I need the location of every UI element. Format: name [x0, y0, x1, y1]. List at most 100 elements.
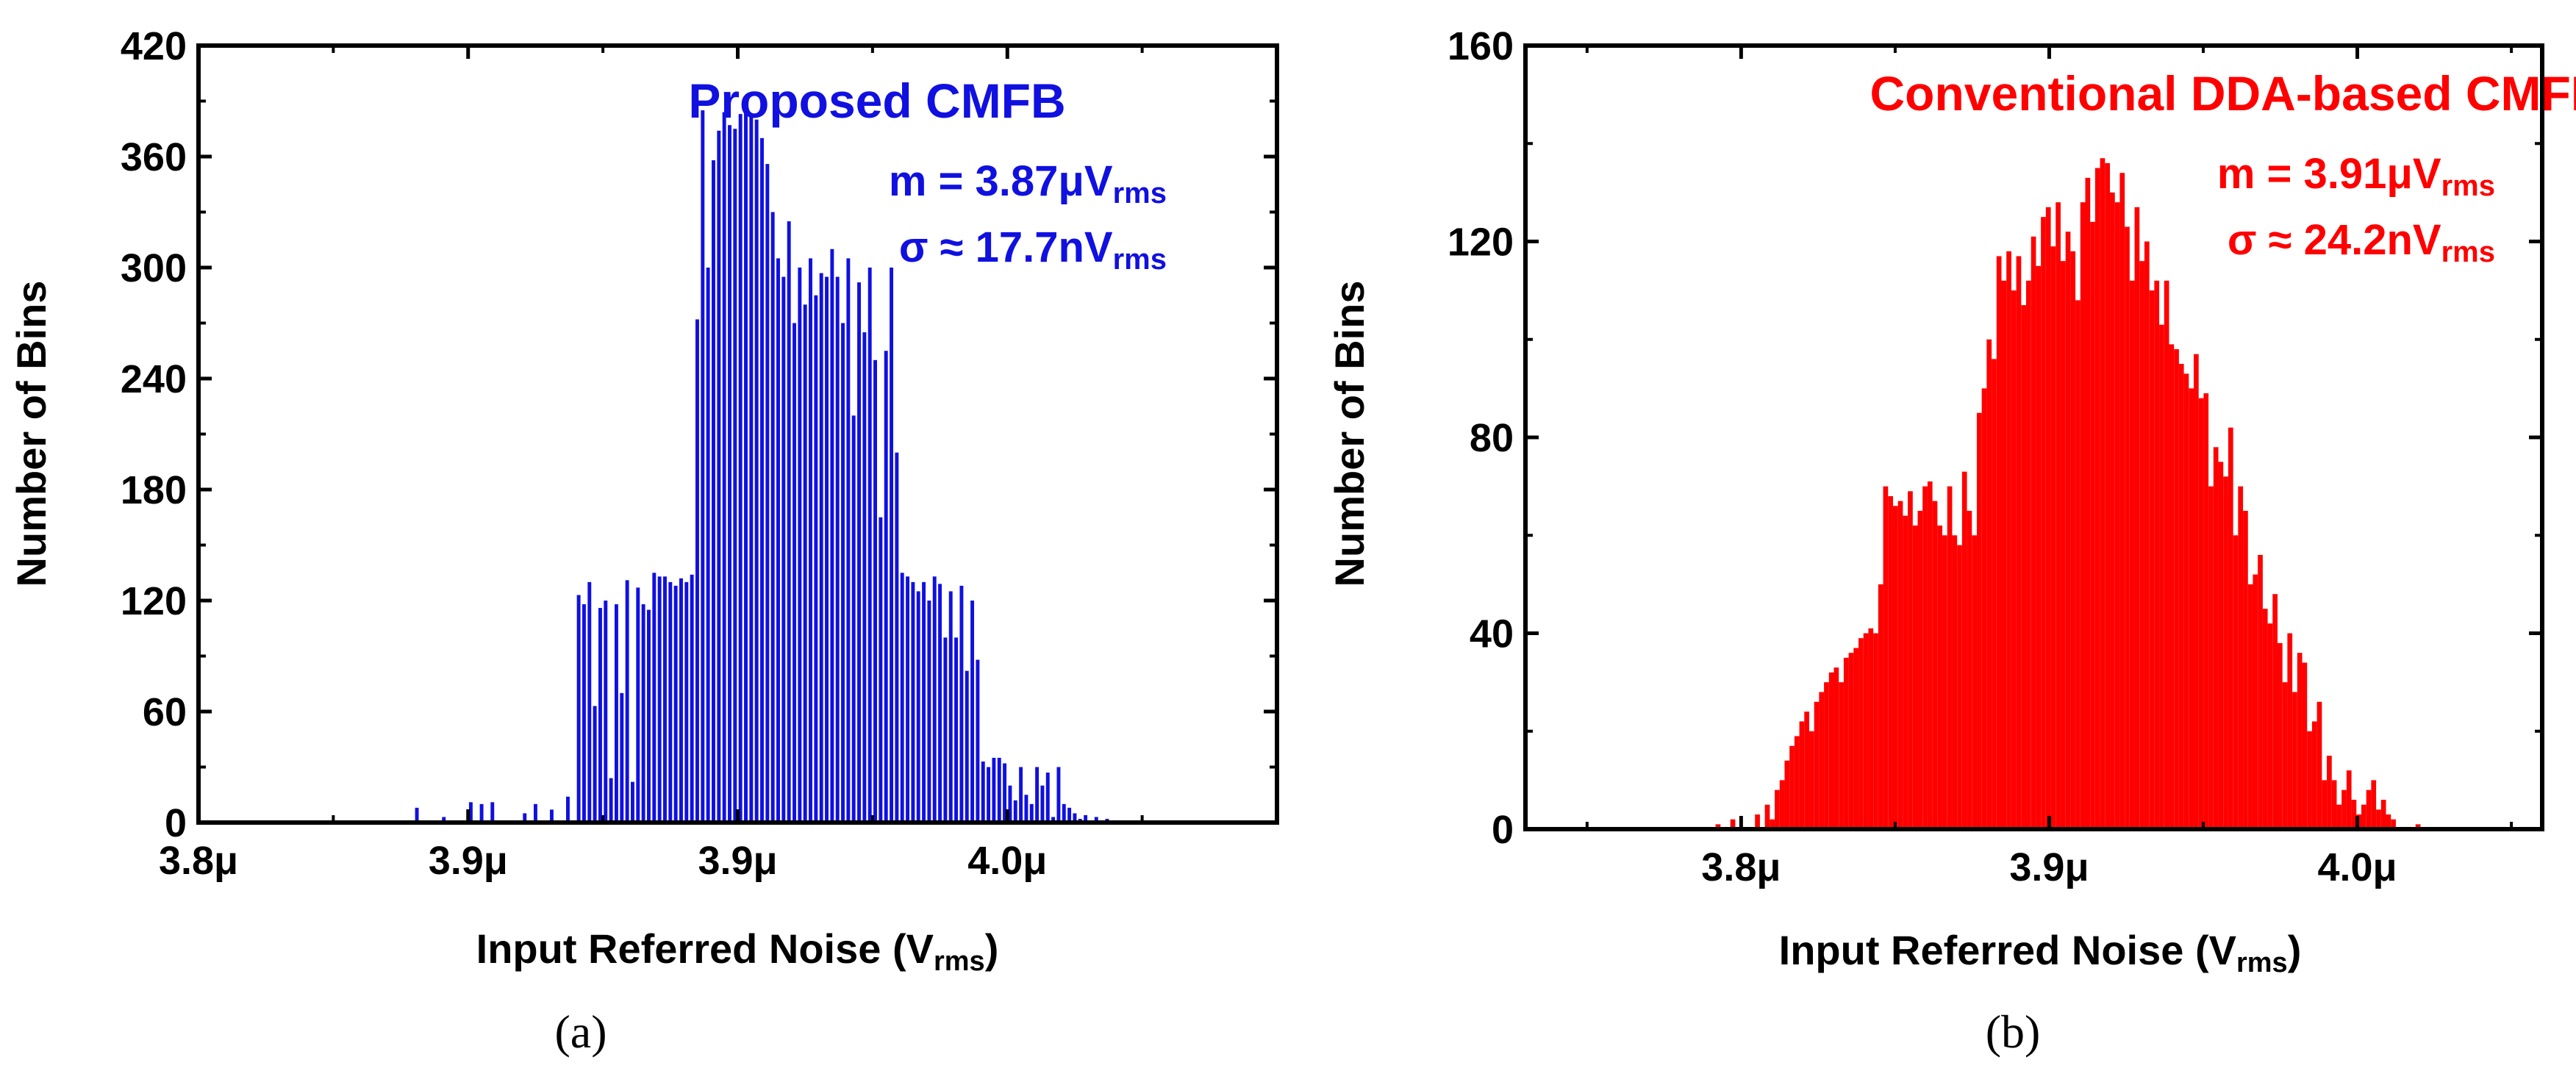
panel-a: 0 60 120 180 240 300 360 420 3.8μ 3.9μ 3.9μ 4.0μ Nu…	[8, 24, 1279, 1058]
panel-b-xtick-label: 4.0μ	[2317, 845, 2397, 889]
panel-a-bar	[976, 659, 980, 823]
panel-b-bar	[2386, 814, 2391, 829]
panel-b-xtick-label: 3.9μ	[2009, 845, 2089, 889]
panel-b-bar	[2041, 217, 2046, 829]
panel-b-bar	[2164, 280, 2169, 829]
panel-a-bar	[754, 119, 759, 823]
panel-b-bar	[1937, 525, 1943, 829]
panel-a-bar	[970, 601, 975, 823]
panel-b-bar	[2322, 780, 2328, 830]
panel-b-bar	[1888, 495, 1893, 829]
panel-a-bar	[825, 276, 829, 823]
panel-b-bar	[2258, 554, 2263, 829]
panel-a-bar	[1094, 817, 1098, 823]
panel-b-ticks: 0 40 80 120 160 3.8μ 3.9μ 4.0μ	[1448, 24, 2542, 889]
panel-b-bar	[2361, 804, 2366, 829]
panel-b-bar	[2198, 398, 2204, 829]
panel-a-bar	[997, 757, 1001, 823]
panel-a-annotation-sigma: σ ≈ 17.7nVrms	[899, 223, 1167, 276]
panel-b-bar	[2194, 354, 2199, 829]
panel-b-bar	[2149, 290, 2155, 830]
panel-b-bar	[1981, 388, 1987, 830]
panel-a-bar	[490, 802, 495, 823]
panel-a-bar	[1029, 803, 1034, 823]
panel-b-bar	[2267, 623, 2273, 829]
panel-a-ytick-label: 60	[143, 690, 187, 734]
panel-b-label: (b)	[1986, 1006, 2041, 1058]
panel-a-bar	[798, 268, 802, 823]
panel-a-annotation-title: Proposed CMFB	[688, 74, 1065, 128]
panel-a-annotation-mean: m = 3.87μVrms	[889, 157, 1167, 209]
panel-b-annotation-mean: m = 3.91μVrms	[2217, 150, 2495, 202]
panel-a-bar	[576, 595, 581, 823]
panel-b-bar	[2351, 800, 2357, 829]
panel-b-bar	[2287, 633, 2293, 829]
panel-b-bar	[2311, 721, 2317, 829]
panel-b-bar	[1957, 545, 1962, 829]
panel-b-bar	[2371, 780, 2377, 830]
panel-a-bar	[873, 359, 877, 823]
panel-b-ylabel: Number of Bins	[1326, 281, 1373, 587]
panel-b-bar	[1828, 672, 1834, 829]
panel-b-bar	[1770, 819, 1775, 829]
panel-b-bar	[1784, 760, 1790, 829]
panel-a-bar	[846, 258, 851, 823]
panel-b-bar	[1961, 471, 1967, 829]
panel-b-bar	[2228, 427, 2233, 829]
panel-a-bar	[900, 573, 904, 823]
panel-b-bar	[2134, 207, 2140, 829]
panel-b-bars	[1715, 158, 2421, 830]
panel-a-bar	[679, 578, 683, 823]
panel-b-bar	[1804, 712, 1809, 829]
panel-a-bar	[668, 581, 673, 823]
panel-b-bar	[2233, 535, 2239, 829]
panel-a-bar	[851, 415, 856, 823]
panel-b-bar	[2060, 261, 2066, 829]
panel-a-bar	[717, 130, 721, 823]
panel-b-bar	[1775, 789, 1780, 829]
panel-b-bar	[2075, 300, 2081, 829]
panel-b-bar	[1755, 814, 1760, 829]
panel-a-label: (a)	[554, 1006, 607, 1058]
panel-b-bar	[2307, 731, 2312, 829]
panel-b-bar	[2415, 824, 2421, 829]
panel-b-bar	[2253, 574, 2258, 829]
panel-a-plot-frame	[196, 43, 1279, 825]
panel-b-bar	[1976, 412, 1982, 829]
panel-a-bar	[1067, 807, 1072, 823]
panel-a-bar	[652, 573, 656, 823]
panel-b-bar	[2090, 221, 2095, 830]
panel-a-bar	[728, 125, 731, 823]
panel-b-bar	[1986, 339, 1992, 829]
panel-a-ytick-label: 0	[165, 801, 187, 845]
panel-b-bar	[2021, 305, 2027, 829]
panel-a-bar	[932, 576, 937, 823]
panel-a-ylabel: Number of Bins	[8, 281, 54, 587]
panel-b-bar	[1967, 510, 1972, 829]
panel-a-bar	[738, 114, 743, 823]
panel-a-bar	[673, 585, 678, 823]
panel-b-bar	[2100, 158, 2105, 830]
panel-b-bar	[1878, 584, 1883, 830]
panel-b-bar	[2031, 236, 2036, 830]
panel-b-bar	[2189, 388, 2194, 830]
panel-b-bar	[1779, 780, 1785, 830]
panel-a-bar	[1051, 817, 1056, 823]
panel-b-bar	[1892, 506, 1898, 829]
panel-b-bar	[2110, 192, 2115, 830]
panel-b-bar	[2282, 682, 2288, 830]
panel-b-bar	[2006, 251, 2011, 829]
panel-b-bar	[2154, 280, 2160, 829]
panel-a-bar	[695, 319, 699, 823]
panel-b-bar	[1868, 628, 1874, 829]
panel-a-bar	[1024, 795, 1028, 823]
panel-b-bar	[2105, 162, 2111, 829]
panel-b-bar	[2203, 393, 2209, 829]
panel-a-bar	[1008, 785, 1012, 823]
panel-b-bar	[1992, 359, 1997, 829]
panel-a-bar	[587, 581, 592, 823]
panel-a-bar	[533, 803, 537, 823]
panel-b-bar	[2247, 584, 2253, 830]
panel-a-bar	[1013, 800, 1017, 823]
